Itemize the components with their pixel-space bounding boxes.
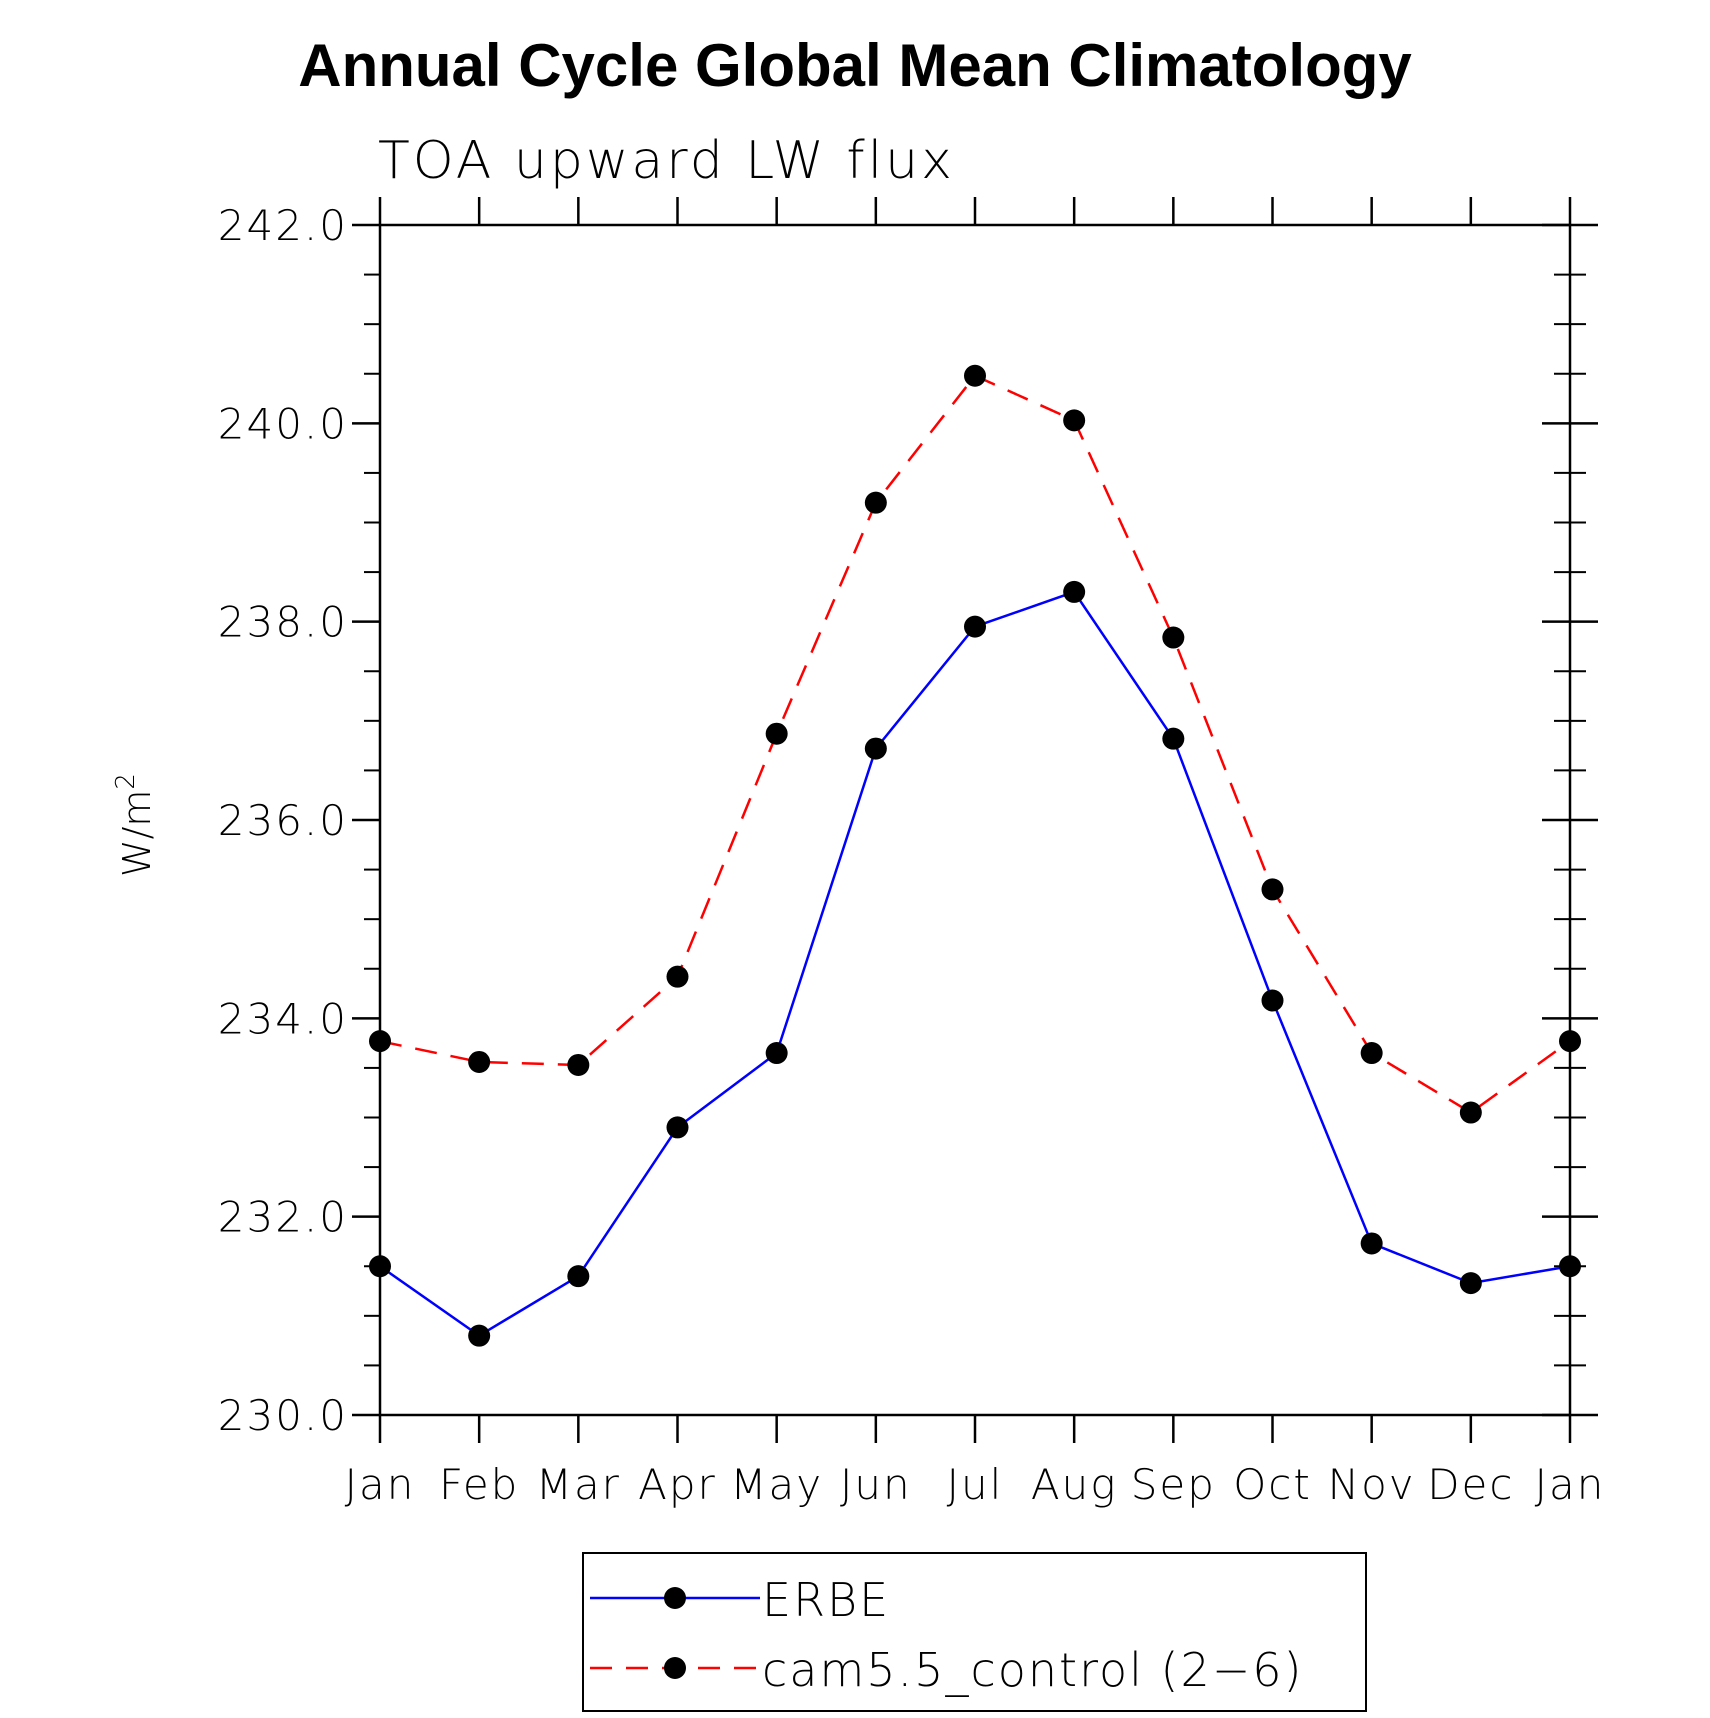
y-tick-label: 232.0 bbox=[218, 1193, 348, 1242]
data-point bbox=[864, 737, 887, 760]
x-tick-label: Feb bbox=[439, 1460, 519, 1509]
series-line bbox=[379, 590, 1571, 1338]
x-tick-label: Oct bbox=[1233, 1460, 1312, 1509]
series-line bbox=[379, 374, 1571, 1115]
x-tick-label: Jun bbox=[840, 1460, 912, 1509]
y-tick-label: 236.0 bbox=[218, 796, 348, 845]
svg-text:W/m2: W/m2 bbox=[111, 773, 159, 877]
x-tick-label: Mar bbox=[536, 1460, 621, 1509]
legend-marker-erbe bbox=[664, 1587, 686, 1609]
plot-frame bbox=[378, 223, 1572, 1417]
data-point bbox=[765, 722, 788, 745]
data-point bbox=[1063, 409, 1086, 432]
data-point bbox=[567, 1265, 590, 1288]
x-tick-label: Jan bbox=[1535, 1460, 1606, 1509]
legend: ERBE cam5.5_control (2−6) bbox=[582, 1552, 1367, 1712]
chart-title: Annual Cycle Global Mean Climatology bbox=[298, 32, 1412, 99]
legend-box bbox=[582, 1552, 1367, 1712]
data-point bbox=[1360, 1232, 1383, 1255]
data-point bbox=[964, 615, 986, 638]
data-point bbox=[666, 1116, 689, 1139]
y-tick-label: 242.0 bbox=[218, 201, 348, 250]
data-point bbox=[1162, 727, 1185, 750]
y-tick-label: 234.0 bbox=[218, 994, 348, 1043]
data-point bbox=[666, 965, 689, 988]
data-point bbox=[468, 1050, 491, 1073]
x-tick-label: Jul bbox=[947, 1460, 1004, 1509]
y-tick-label: 230.0 bbox=[218, 1391, 348, 1440]
x-tick-label: May bbox=[730, 1460, 823, 1509]
y-axis-label: W/m2 bbox=[111, 773, 159, 877]
data-point bbox=[1559, 1030, 1581, 1053]
y-tick-label: 238.0 bbox=[218, 598, 348, 647]
legend-label-cam: cam5.5_control (2−6) bbox=[762, 1643, 1304, 1697]
legend-marker-cam bbox=[664, 1657, 686, 1679]
data-point bbox=[864, 491, 887, 514]
x-tick-label: Aug bbox=[1031, 1460, 1118, 1509]
data-point bbox=[1459, 1272, 1482, 1295]
legend-label-erbe: ERBE bbox=[762, 1573, 890, 1627]
x-tick-label: Jan bbox=[345, 1460, 416, 1509]
x-tick-label: Apr bbox=[638, 1460, 717, 1509]
data-point bbox=[567, 1053, 590, 1076]
x-tick-label: Sep bbox=[1131, 1460, 1216, 1509]
data-point bbox=[1261, 878, 1284, 901]
y-axis-label-superscript: 2 bbox=[111, 773, 141, 790]
data-point bbox=[1162, 626, 1185, 649]
data-point bbox=[369, 1255, 391, 1278]
y-axis-label-base: W/m bbox=[115, 790, 159, 877]
data-point bbox=[1559, 1255, 1581, 1278]
data-point bbox=[1063, 580, 1086, 603]
axes: 230.0 232.0 234.0 236.0 238.0 240.0 242.0 Jan Fe… bbox=[218, 197, 1606, 1509]
data-point bbox=[1459, 1101, 1482, 1124]
x-tick-label: Nov bbox=[1328, 1460, 1416, 1509]
chart-subtitle: TOA upward LW flux bbox=[378, 131, 955, 191]
data-point bbox=[468, 1324, 491, 1347]
data-point bbox=[1261, 989, 1284, 1012]
series-layer bbox=[369, 364, 1581, 1347]
data-point bbox=[964, 364, 986, 387]
x-tick-label: Dec bbox=[1427, 1460, 1514, 1509]
y-tick-label: 240.0 bbox=[218, 399, 348, 448]
data-point bbox=[765, 1042, 788, 1065]
data-point bbox=[1360, 1042, 1383, 1065]
data-point bbox=[369, 1030, 391, 1053]
